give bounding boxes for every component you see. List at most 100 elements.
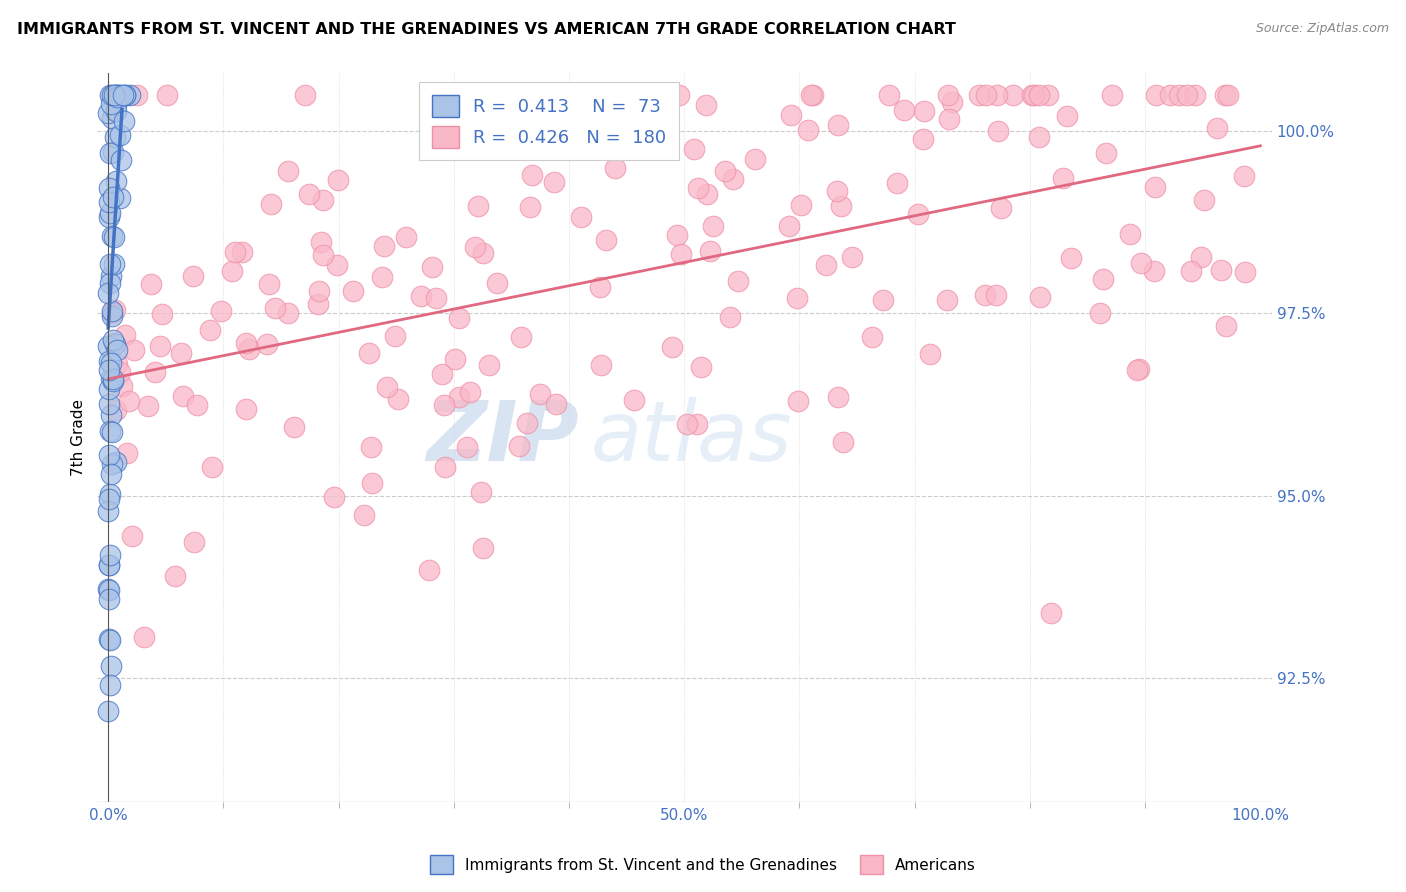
Point (111, 87, 134, 102)
Point (472, 245, 495, 260)
Text: Source: ZipAtlas.com: Source: ZipAtlas.com (1256, 22, 1389, 36)
Point (1128, 362, 1150, 376)
Text: ZIP: ZIP (426, 397, 578, 478)
Point (1129, 256, 1152, 270)
Point (104, 98, 127, 112)
Point (98, 678, 121, 692)
Point (100, 306, 122, 320)
Point (1052, 171, 1074, 186)
Point (801, 87, 824, 102)
Point (387, 392, 409, 406)
Point (1180, 264, 1202, 278)
Point (936, 87, 959, 102)
Point (1001, 87, 1024, 102)
Point (235, 401, 257, 416)
Point (1177, 87, 1199, 102)
Point (595, 233, 617, 247)
Point (97, 106, 120, 120)
Point (294, 87, 316, 102)
Point (841, 250, 863, 264)
Point (936, 293, 959, 307)
Point (105, 90, 128, 104)
Point (702, 219, 724, 234)
Point (790, 198, 813, 212)
Point (114, 328, 136, 343)
Point (373, 239, 395, 253)
Point (508, 439, 530, 453)
Point (342, 284, 364, 298)
Point (143, 365, 166, 379)
Point (101, 457, 124, 471)
Point (470, 484, 492, 499)
Point (911, 132, 934, 146)
Point (97, 582, 120, 596)
Point (277, 306, 299, 320)
Point (420, 260, 443, 274)
Point (259, 197, 281, 211)
Point (1215, 318, 1237, 333)
Point (309, 235, 332, 250)
Point (1095, 145, 1118, 160)
Point (98, 146, 121, 161)
Point (105, 87, 128, 102)
Point (544, 397, 567, 411)
Y-axis label: 7th Grade: 7th Grade (72, 399, 86, 475)
Point (359, 345, 381, 359)
Point (1144, 87, 1167, 102)
Point (529, 387, 551, 401)
Point (98, 194, 121, 209)
Point (395, 229, 418, 244)
Point (974, 87, 997, 102)
Point (1143, 264, 1166, 278)
Point (98, 181, 121, 195)
Point (478, 359, 501, 373)
Point (973, 288, 995, 302)
Point (118, 393, 141, 408)
Point (97, 339, 120, 353)
Point (918, 347, 941, 361)
Point (101, 303, 124, 318)
Point (444, 352, 467, 367)
Point (136, 399, 159, 413)
Point (699, 244, 721, 259)
Point (308, 284, 330, 298)
Point (139, 277, 162, 291)
Point (1215, 87, 1237, 102)
Point (98, 257, 121, 271)
Point (375, 380, 398, 394)
Point (418, 563, 440, 577)
Point (97, 448, 120, 462)
Point (1101, 87, 1123, 102)
Point (101, 333, 124, 347)
Point (328, 173, 350, 187)
Point (100, 425, 122, 439)
Point (257, 277, 280, 292)
Point (100, 467, 122, 482)
Point (100, 408, 122, 422)
Point (326, 258, 349, 272)
Point (827, 390, 849, 404)
Point (543, 175, 565, 189)
Point (98, 87, 121, 102)
Point (778, 219, 800, 233)
Point (110, 153, 132, 168)
Point (198, 323, 221, 337)
Point (1206, 121, 1229, 136)
Point (569, 210, 592, 224)
Point (786, 291, 808, 305)
Point (1056, 110, 1078, 124)
Point (360, 441, 382, 455)
Point (460, 385, 482, 400)
Point (312, 248, 335, 262)
Point (353, 508, 375, 522)
Point (689, 359, 711, 374)
Point (433, 398, 456, 412)
Point (98, 206, 121, 220)
Point (103, 87, 125, 102)
Point (134, 630, 156, 644)
Point (323, 490, 346, 504)
Point (101, 310, 124, 324)
Point (486, 276, 509, 290)
Point (114, 87, 136, 102)
Point (103, 303, 125, 318)
